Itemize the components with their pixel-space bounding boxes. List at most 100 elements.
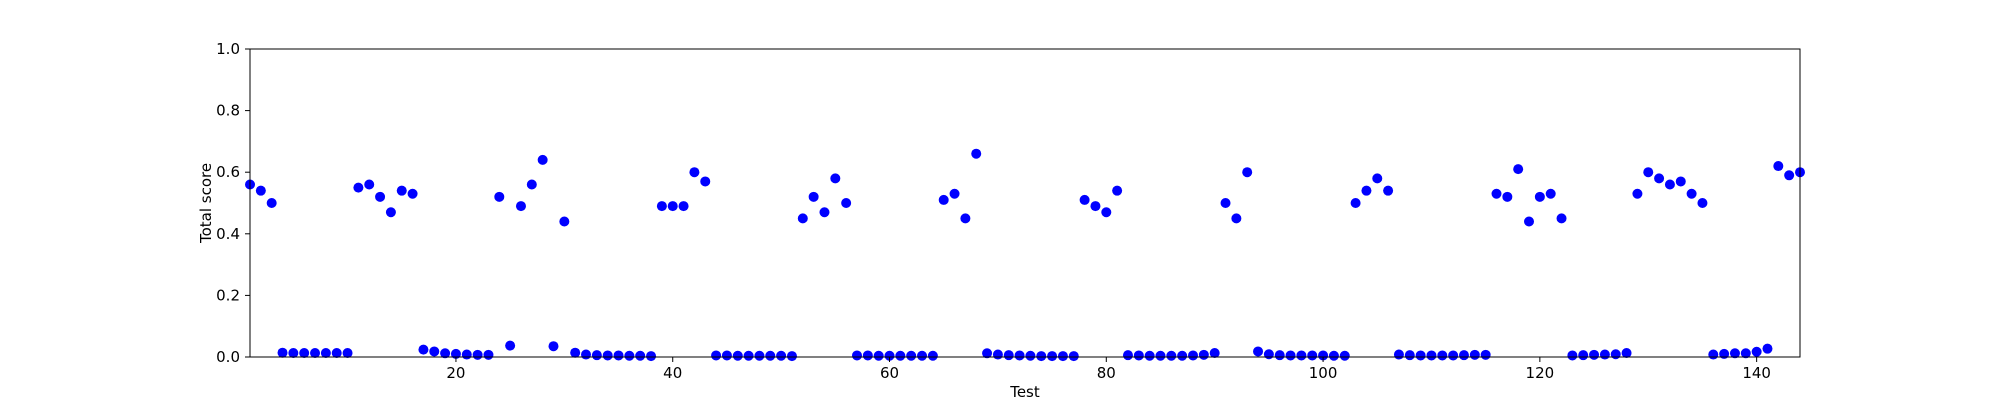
y-tick-label: 0.0 <box>216 348 240 366</box>
data-point <box>1155 350 1166 361</box>
data-point <box>1426 350 1437 361</box>
data-point <box>310 347 321 358</box>
data-point <box>1350 198 1361 208</box>
data-point <box>1404 350 1415 361</box>
data-point <box>1458 350 1469 361</box>
data-point <box>732 350 743 361</box>
data-point <box>515 201 526 212</box>
data-point <box>1675 176 1686 187</box>
data-point <box>1014 350 1025 361</box>
data-point <box>1589 349 1600 360</box>
data-point <box>613 350 624 361</box>
data-point <box>982 348 993 359</box>
data-point <box>375 191 386 202</box>
data-point <box>396 185 407 196</box>
data-point <box>472 349 483 360</box>
data-point <box>960 213 971 224</box>
data-point <box>1480 349 1491 360</box>
x-tick-label: 120 <box>1526 364 1555 382</box>
data-point <box>1719 348 1730 359</box>
data-point <box>1773 161 1784 172</box>
x-tick-label: 80 <box>1097 364 1116 382</box>
data-point <box>884 350 895 361</box>
data-point <box>548 341 559 352</box>
data-point <box>1654 173 1665 184</box>
data-point <box>797 213 808 224</box>
data-point <box>646 351 657 362</box>
data-point <box>992 349 1003 360</box>
data-point <box>1198 349 1209 360</box>
data-point <box>537 154 548 165</box>
data-point <box>721 350 732 361</box>
y-axis-ticks: 0.0 0.2 0.4 0.6 0.8 1.0 <box>216 40 250 366</box>
data-point <box>808 191 819 202</box>
data-point <box>1437 350 1448 361</box>
data-point <box>1610 349 1621 360</box>
data-point <box>1448 350 1459 361</box>
data-point <box>602 350 613 361</box>
data-point <box>299 347 310 358</box>
data-point <box>1383 185 1394 196</box>
x-tick-label: 20 <box>446 364 465 382</box>
data-point <box>1242 167 1253 178</box>
data-point <box>1122 350 1133 361</box>
x-axis-label: Test <box>1009 383 1040 400</box>
data-point <box>1361 185 1372 196</box>
data-point <box>765 350 776 361</box>
data-point <box>819 207 830 218</box>
data-point <box>429 346 440 357</box>
y-axis-label: Total score <box>197 163 215 244</box>
data-point <box>1112 185 1123 196</box>
y-tick-label: 0.2 <box>216 286 240 304</box>
data-point <box>255 185 266 196</box>
data-point <box>851 350 862 361</box>
data-point <box>1253 346 1264 357</box>
data-point <box>711 350 722 361</box>
data-point <box>776 350 787 361</box>
data-point <box>1513 164 1524 175</box>
data-point <box>1328 350 1339 361</box>
data-point <box>1740 348 1751 359</box>
data-point <box>1708 349 1719 360</box>
data-point <box>927 350 938 361</box>
data-point <box>1188 350 1199 361</box>
data-point <box>331 347 342 358</box>
x-axis-ticks: 20 40 60 80 100 120 140 <box>446 357 1771 382</box>
data-point <box>1133 350 1144 361</box>
data-point <box>440 348 451 359</box>
data-point <box>494 191 505 202</box>
data-point <box>1285 350 1296 361</box>
data-point <box>1502 191 1513 202</box>
data-point <box>971 148 982 159</box>
data-point <box>483 349 494 360</box>
data-point <box>450 348 461 359</box>
data-point <box>1697 198 1708 208</box>
data-point <box>895 350 906 361</box>
data-point <box>1025 350 1036 361</box>
y-tick-label: 1.0 <box>216 40 240 58</box>
data-point <box>1220 198 1231 208</box>
data-point <box>1556 213 1567 224</box>
x-tick-label: 60 <box>880 364 899 382</box>
data-point <box>830 173 841 184</box>
data-point <box>743 350 754 361</box>
data-point <box>1415 350 1426 361</box>
data-point <box>570 347 581 358</box>
data-point <box>1047 351 1058 362</box>
data-point <box>1231 213 1242 224</box>
data-point <box>1784 170 1795 181</box>
y-tick-label: 0.6 <box>216 163 240 181</box>
data-point <box>1144 350 1155 361</box>
data-points <box>245 148 1805 362</box>
data-point <box>1762 343 1773 354</box>
data-point <box>624 350 635 361</box>
data-point <box>1307 350 1318 361</box>
data-point <box>1090 201 1101 212</box>
data-point <box>786 351 797 362</box>
data-point <box>1534 191 1545 202</box>
data-point <box>1101 207 1112 218</box>
data-point <box>1469 349 1480 360</box>
data-point <box>1729 348 1740 359</box>
data-point <box>266 198 277 208</box>
